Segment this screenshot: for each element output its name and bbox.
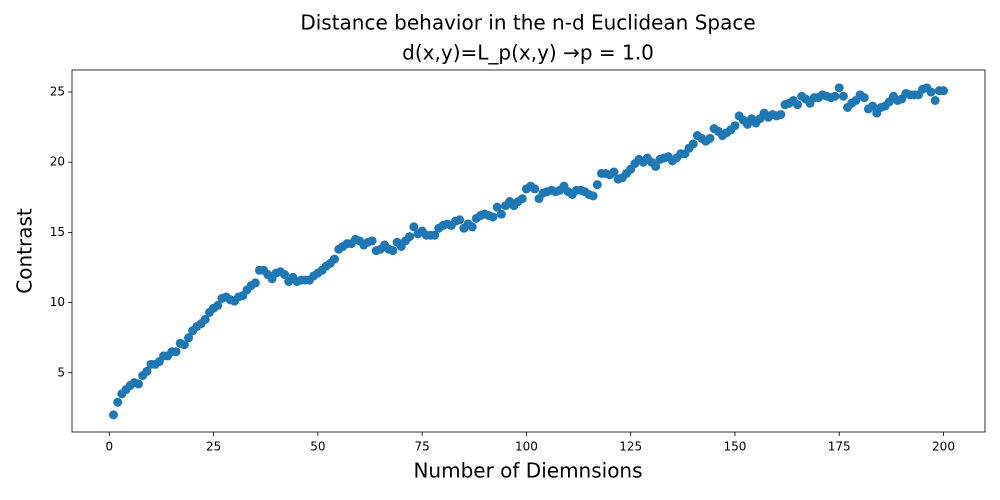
x-tick-label: 125 [619, 440, 642, 454]
y-tick-label: 20 [50, 155, 65, 169]
point [939, 86, 948, 96]
x-tick-label: 200 [932, 440, 955, 454]
y-axis-label: Contrast [13, 208, 37, 294]
x-tick-label: 150 [724, 440, 747, 454]
point [838, 91, 848, 101]
chart-subtitle: d(x,y)=L_p(x,y) →p = 1.0 [402, 41, 654, 65]
point [171, 347, 181, 357]
point [250, 278, 260, 288]
y-tick-label: 25 [50, 85, 65, 99]
point [609, 167, 619, 177]
point [868, 101, 878, 111]
point [859, 93, 869, 103]
y-tick-label: 10 [50, 295, 65, 309]
point [834, 83, 844, 93]
y-tick-label: 15 [50, 225, 65, 239]
point [142, 366, 152, 376]
point [517, 194, 527, 204]
point [467, 222, 477, 232]
point [651, 161, 661, 171]
point [688, 139, 698, 149]
point [405, 232, 415, 242]
point [184, 333, 194, 343]
point [926, 87, 936, 97]
point [113, 397, 123, 407]
x-tick-label: 25 [206, 440, 221, 454]
x-tick-label: 175 [828, 440, 851, 454]
point [830, 91, 840, 101]
point [496, 209, 506, 219]
point [455, 215, 465, 225]
plot-frame [71, 69, 986, 433]
point [776, 109, 786, 119]
point [588, 191, 598, 201]
x-tick-label: 75 [415, 440, 430, 454]
point [388, 246, 398, 256]
x-tick-label: 100 [515, 440, 538, 454]
point [200, 314, 210, 324]
point [730, 121, 740, 131]
x-axis-label: Number of Diemnsions [413, 459, 642, 483]
point [367, 236, 377, 246]
point [280, 270, 290, 280]
x-tick-label: 50 [310, 440, 325, 454]
point [488, 212, 498, 222]
point [430, 230, 440, 240]
point [492, 202, 502, 212]
chart-title: Distance behavior in the n-d Euclidean S… [300, 11, 755, 35]
point [409, 222, 419, 232]
point [705, 133, 715, 143]
y-tick-label: 5 [57, 365, 65, 379]
point [109, 410, 118, 420]
point [134, 379, 144, 389]
point [530, 184, 540, 194]
point [592, 180, 602, 190]
point [930, 95, 940, 105]
point [213, 300, 223, 310]
x-tick-label: 0 [106, 440, 114, 454]
point [330, 254, 340, 264]
point [793, 100, 803, 110]
point [179, 340, 189, 350]
